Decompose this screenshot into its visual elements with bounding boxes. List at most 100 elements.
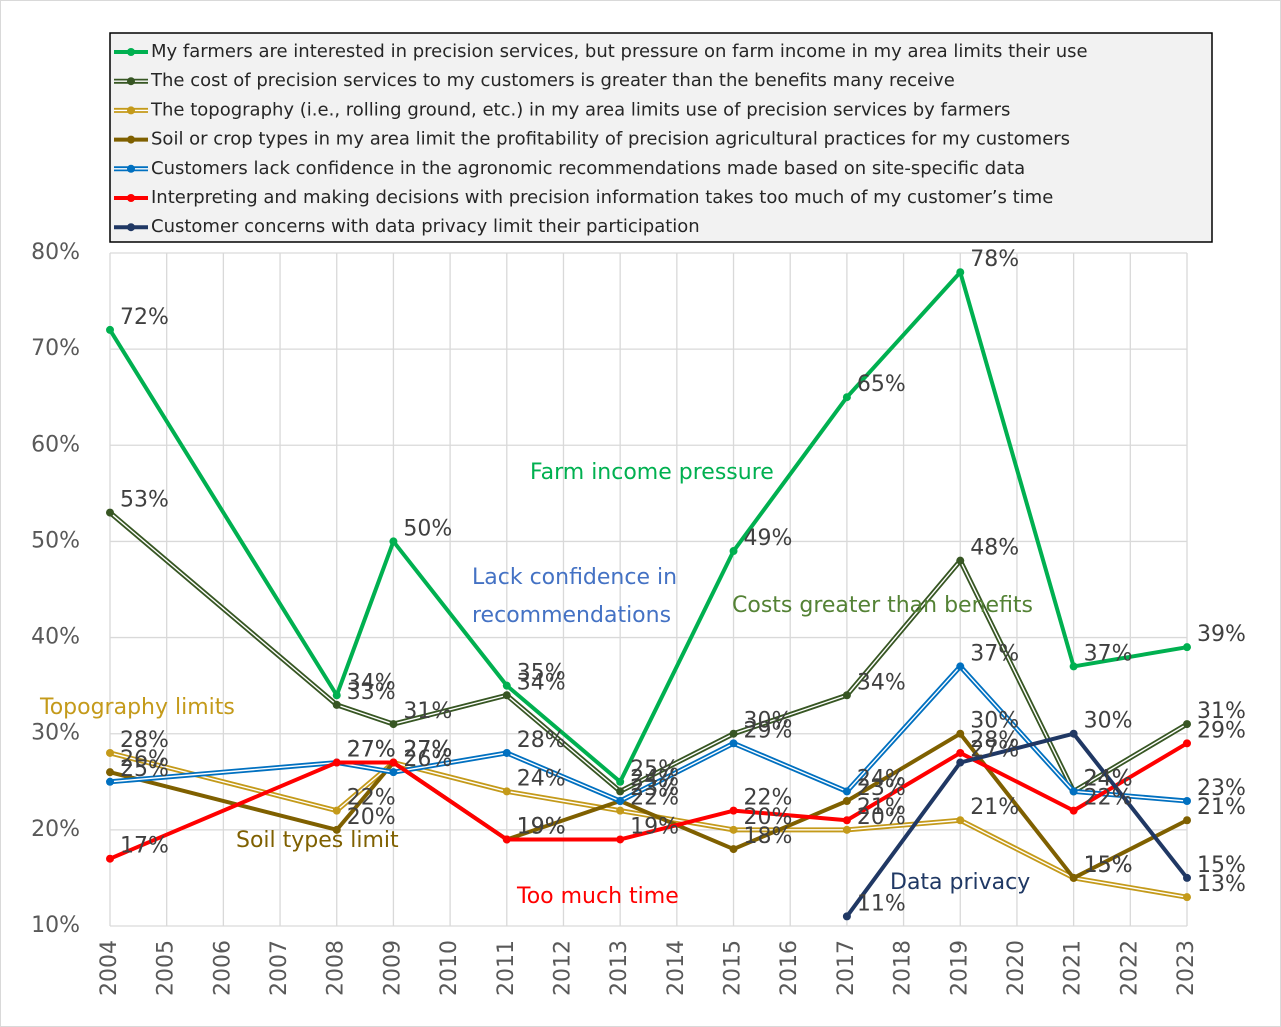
point xyxy=(106,748,114,757)
series-line-inner xyxy=(109,512,1188,793)
x-tick-label: 2013 xyxy=(607,940,632,996)
data-label: 26% xyxy=(403,747,452,772)
data-label: 21% xyxy=(1197,795,1246,820)
data-label: 53% xyxy=(120,488,169,513)
data-label: 27% xyxy=(403,738,452,763)
y-tick-label: 50% xyxy=(31,528,80,553)
data-label: 30% xyxy=(1084,709,1133,734)
point xyxy=(106,325,114,334)
x-tick-label: 2009 xyxy=(380,940,405,996)
legend-label: Soil or crop types in my area limit the … xyxy=(151,129,1070,150)
y-tick-label: 20% xyxy=(31,817,80,842)
labels: 72% 34% 50% 35% 25% 49% 65% 78% 37% 39% 53% 33% 31% 3… xyxy=(39,247,1246,916)
data-label: 19% xyxy=(517,814,566,839)
point xyxy=(842,912,851,921)
data-label: 25% xyxy=(630,757,679,782)
legend: My farmers are interested in precision s… xyxy=(109,32,1213,243)
x-tick-label: 2015 xyxy=(721,940,746,996)
annotation: Data privacy xyxy=(890,870,1030,895)
point xyxy=(332,758,341,767)
x-tick-label: 2006 xyxy=(210,940,235,996)
point xyxy=(389,768,398,777)
data-label: 28% xyxy=(517,728,566,753)
point xyxy=(502,691,511,700)
annotation: Soil types limit xyxy=(236,828,399,853)
point xyxy=(616,797,625,806)
point xyxy=(106,508,114,517)
x-tick-label: 2010 xyxy=(437,940,462,996)
data-label: 48% xyxy=(970,536,1019,561)
data-label: 27% xyxy=(403,738,452,763)
data-label: 20% xyxy=(857,805,906,830)
point xyxy=(106,777,114,786)
point xyxy=(1183,816,1191,825)
x-tick-label: 2011 xyxy=(494,940,519,996)
point xyxy=(1069,806,1078,815)
data-label: 20% xyxy=(347,805,396,830)
annotation: recommendations xyxy=(472,603,671,628)
data-label: 30% xyxy=(744,709,793,734)
data-label: 20% xyxy=(744,805,793,830)
series-line xyxy=(109,741,1189,861)
point xyxy=(502,835,511,844)
x-tick-label: 2014 xyxy=(664,940,689,996)
legend-label: Customer concerns with data privacy limi… xyxy=(151,216,700,237)
data-label: 11% xyxy=(857,891,906,916)
point xyxy=(1183,643,1191,652)
point xyxy=(842,825,851,834)
point xyxy=(842,816,851,825)
x-tick-label: 2012 xyxy=(550,940,575,996)
data-label: 21% xyxy=(970,795,1019,820)
x-tick-label: 2022 xyxy=(1117,940,1142,996)
data-label: 34% xyxy=(347,670,396,695)
data-label: 23% xyxy=(857,776,906,801)
point xyxy=(502,787,511,796)
point xyxy=(956,556,965,565)
annotation: Lack confidence in xyxy=(472,565,677,590)
data-label: 50% xyxy=(403,516,452,541)
data-label: 17% xyxy=(120,834,169,859)
data-label: 23% xyxy=(630,776,679,801)
point xyxy=(956,662,965,671)
point xyxy=(729,547,738,556)
legend-marker xyxy=(127,77,135,86)
point xyxy=(956,816,965,825)
data-label: 24% xyxy=(517,766,566,791)
data-label: 23% xyxy=(1197,776,1246,801)
x-tick-label: 2018 xyxy=(891,940,916,996)
data-label: 22% xyxy=(1084,786,1133,811)
data-label: 28% xyxy=(970,728,1019,753)
point xyxy=(1183,873,1191,882)
point xyxy=(502,681,511,690)
point xyxy=(729,739,738,748)
point xyxy=(502,748,511,757)
legend-label: The cost of precision services to my cus… xyxy=(150,70,955,91)
data-label: 19% xyxy=(630,814,679,839)
legend-marker xyxy=(127,48,135,56)
point xyxy=(1069,873,1078,882)
data-label: 22% xyxy=(347,786,396,811)
y-tick-label: 60% xyxy=(31,432,80,457)
data-label: 19% xyxy=(517,814,566,839)
data-label: 78% xyxy=(970,247,1019,272)
point xyxy=(1069,662,1078,671)
x-tick-label: 2008 xyxy=(324,940,349,996)
data-label: 21% xyxy=(857,795,906,820)
y-tick-label: 40% xyxy=(31,625,80,650)
point xyxy=(1183,720,1191,729)
data-label: 24% xyxy=(630,766,679,791)
data-label: 15% xyxy=(1084,853,1133,878)
legend-label: My farmers are interested in precision s… xyxy=(151,41,1088,62)
legend-label: Customers lack confidence in the agronom… xyxy=(151,158,1025,179)
data-label: 35% xyxy=(517,661,566,686)
data-label: 27% xyxy=(403,738,452,763)
point xyxy=(729,729,738,738)
data-label: 24% xyxy=(1084,766,1133,791)
point xyxy=(332,691,341,700)
point xyxy=(956,729,965,738)
point xyxy=(332,700,341,709)
data-label: 31% xyxy=(403,699,452,724)
point xyxy=(842,393,851,402)
x-tick-label: 2021 xyxy=(1061,940,1086,996)
